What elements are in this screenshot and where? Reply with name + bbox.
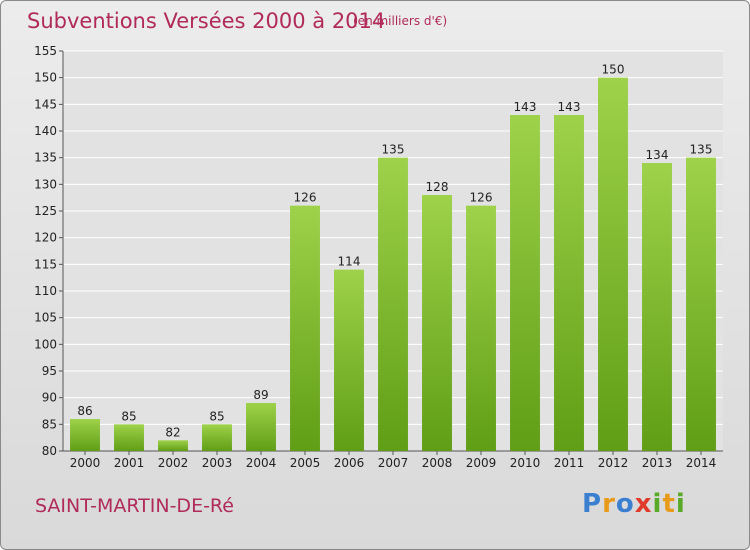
bar-chart: 80 85 90 95 100 105 110 115 120 125 130 135 140 145 15… (1, 1, 750, 550)
y-tick-label: 100 (34, 337, 57, 351)
bar (334, 270, 364, 451)
bar (246, 403, 276, 451)
bar (378, 158, 408, 451)
bar-value-label: 89 (253, 388, 268, 402)
bar-value-label: 128 (426, 180, 449, 194)
y-tick-label: 105 (34, 311, 57, 325)
bar (466, 206, 496, 451)
logo-letter: r (602, 489, 616, 519)
logo-letter: i (676, 489, 686, 519)
bar (686, 158, 716, 451)
logo-letter: o (616, 489, 635, 519)
y-tick-label: 120 (34, 231, 57, 245)
bar (510, 115, 540, 451)
x-tick-label: 2000 (70, 456, 101, 470)
y-tick-label: 155 (34, 44, 57, 58)
x-tick-label: 2010 (510, 456, 541, 470)
x-tick-label: 2008 (422, 456, 453, 470)
x-tick-label: 2011 (554, 456, 585, 470)
y-tick-label: 80 (42, 444, 57, 458)
y-tick-label: 125 (34, 204, 57, 218)
y-tick-label: 95 (42, 364, 57, 378)
logo-letter: t (662, 489, 675, 519)
bar-value-label: 143 (558, 100, 581, 114)
x-tick-label: 2006 (334, 456, 365, 470)
bar-value-label: 85 (121, 409, 136, 423)
bar-value-label: 143 (514, 100, 537, 114)
x-tick-label: 2003 (202, 456, 233, 470)
bar (290, 206, 320, 451)
y-tick-label: 90 (42, 391, 57, 405)
bar-value-label: 134 (646, 148, 669, 162)
y-tick-label: 110 (34, 284, 57, 298)
bar-value-label: 150 (602, 63, 625, 77)
bar-value-label: 126 (294, 191, 317, 205)
bar (70, 419, 100, 451)
logo-letter: P (582, 489, 602, 519)
bar (202, 424, 232, 451)
bar (642, 163, 672, 451)
y-tick-label: 145 (34, 97, 57, 111)
y-tick-label: 115 (34, 257, 57, 271)
bar (114, 424, 144, 451)
bar (158, 440, 188, 451)
chart-frame: Subventions Versées 2000 à 2014 (en mill… (0, 0, 750, 550)
x-tick-label: 2005 (290, 456, 321, 470)
x-tick-label: 2002 (158, 456, 189, 470)
y-tick-label: 140 (34, 124, 57, 138)
proxiti-logo: Proxiti (582, 489, 686, 519)
x-tick-label: 2007 (378, 456, 409, 470)
y-tick-label: 135 (34, 151, 57, 165)
bar (598, 78, 628, 451)
bar-value-label: 85 (209, 409, 224, 423)
bar-value-label: 135 (382, 143, 405, 157)
y-tick-label: 130 (34, 177, 57, 191)
bar-value-label: 86 (77, 404, 92, 418)
bar-value-label: 82 (165, 425, 180, 439)
x-tick-label: 2014 (686, 456, 717, 470)
x-tick-label: 2009 (466, 456, 497, 470)
bar-value-label: 114 (338, 255, 361, 269)
bar-value-label: 135 (690, 143, 713, 157)
logo-letter: x (635, 489, 653, 519)
y-tick-label: 85 (42, 417, 57, 431)
bar-value-label: 126 (470, 191, 493, 205)
bar (422, 195, 452, 451)
x-tick-label: 2013 (642, 456, 673, 470)
bar (554, 115, 584, 451)
location-name: SAINT-MARTIN-DE-Ré (35, 495, 234, 517)
y-tick-label: 150 (34, 71, 57, 85)
x-tick-label: 2012 (598, 456, 629, 470)
x-tick-label: 2001 (114, 456, 145, 470)
x-tick-label: 2004 (246, 456, 277, 470)
logo-letter: i (653, 489, 663, 519)
